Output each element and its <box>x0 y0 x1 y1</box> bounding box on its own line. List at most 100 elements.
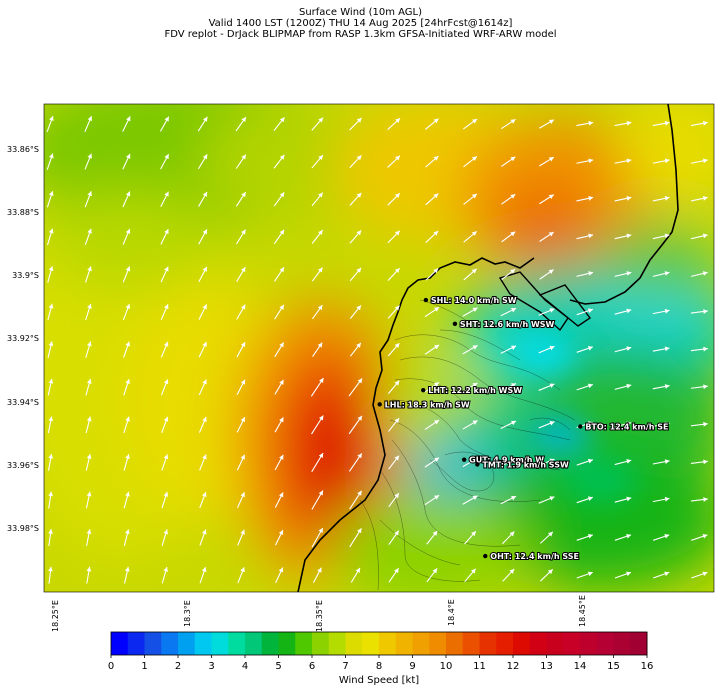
wind-vector-arrowhead <box>588 120 594 126</box>
colorbar-swatch <box>596 632 614 655</box>
wind-vector-arrowhead <box>279 379 284 385</box>
wind-vector-arrowhead <box>240 454 245 460</box>
wind-vector-arrowhead <box>357 415 362 421</box>
lat-tick-label: 33.94°S <box>7 398 39 407</box>
wind-vector-arrowhead <box>86 454 92 459</box>
wind-vector-arrowhead <box>202 492 207 498</box>
wind-vector-arrowhead <box>588 271 594 276</box>
wind-vector-arrowhead <box>202 116 208 122</box>
wind-vector-arrowhead <box>164 191 169 197</box>
wind-vector-arrowhead <box>48 454 54 459</box>
wind-vector-arrowhead <box>471 568 476 574</box>
wind-vector-arrowhead <box>509 569 515 574</box>
wind-vector-arrowhead <box>86 491 92 497</box>
wind-vector-arrowhead <box>240 492 245 498</box>
wind-vector-arrowhead <box>664 534 670 539</box>
wind-vector-arrowhead <box>587 534 593 539</box>
wind-vector-arrowhead <box>163 529 169 535</box>
wind-vector-arrowhead <box>125 454 130 460</box>
wind-vector-arrowhead <box>125 341 131 347</box>
station-marker <box>578 424 583 429</box>
colorbar-swatch <box>144 632 162 655</box>
wind-vector-arrowhead <box>510 231 516 237</box>
wind-vector-arrowhead <box>241 192 246 198</box>
colorbar-swatch <box>479 632 497 655</box>
wind-vector-field <box>46 115 708 584</box>
colorbar-tick-label: 2 <box>174 661 182 672</box>
station-label: SHT: 12.6 km/h WSW <box>460 320 555 329</box>
wind-vector-arrowhead <box>472 420 478 425</box>
wind-vector-arrowhead <box>279 454 284 460</box>
wind-vector-arrowhead <box>702 571 708 577</box>
colorbar-swatch <box>513 632 531 655</box>
wind-vector-arrowhead <box>356 267 362 273</box>
wind-vector-arrowhead <box>588 233 594 239</box>
colorbar-swatch <box>178 632 196 655</box>
wind-vector-arrowhead <box>125 191 131 197</box>
east-coastline <box>569 104 679 305</box>
wind-vector-arrowhead <box>125 228 131 234</box>
wind-vector-arrowhead <box>318 192 323 198</box>
wind-vector-arrowhead <box>548 157 554 162</box>
station-label: TMT: 1.9 km/h SSW <box>482 460 569 469</box>
wind-vector-arrowhead <box>318 527 323 533</box>
wind-vector-arrowhead <box>163 567 169 572</box>
wind-vector-arrowhead <box>394 380 400 386</box>
wind-vector-arrowhead <box>548 232 554 237</box>
wind-vector-arrowhead <box>279 267 284 273</box>
colorbar-swatch <box>161 632 179 655</box>
station-label: BTO: 12.4 km/h SE <box>585 423 668 432</box>
wind-vector-arrowhead <box>164 266 169 272</box>
colorbar-tick-label: 16 <box>640 661 654 672</box>
wind-vector-arrowhead <box>202 266 207 272</box>
station-marker <box>377 402 382 407</box>
colorbar-swatch <box>278 632 296 655</box>
wind-vector-arrowhead <box>626 383 632 389</box>
wind-vector-arrowhead <box>587 421 593 426</box>
wind-vector-arrowhead <box>48 566 53 572</box>
wind-vector-arrowhead <box>472 458 478 463</box>
wind-vector-arrowhead <box>278 567 284 573</box>
wind-vector-arrowhead <box>471 193 477 199</box>
wind-vector-arrowhead <box>317 267 323 273</box>
wind-vector-arrowhead <box>318 117 324 123</box>
wind-vector-arrowhead <box>703 309 708 314</box>
wind-vector-arrowhead <box>357 453 362 459</box>
wind-vector-arrowhead <box>394 268 400 274</box>
wind-vector-arrowhead <box>240 529 245 535</box>
wind-vector-arrowhead <box>549 496 555 501</box>
wind-vector-arrowhead <box>164 116 169 122</box>
lon-tick-label: 18.25°E <box>51 600 60 632</box>
wind-vector-arrowhead <box>125 529 130 535</box>
colorbar-tick-label: 5 <box>275 661 282 672</box>
wind-vector-arrowhead <box>664 308 670 314</box>
wind-vector-arrowhead <box>318 415 324 421</box>
colorbar-tick-label: 9 <box>409 661 416 672</box>
wind-vector-arrowhead <box>395 118 401 123</box>
wind-vector-arrowhead <box>163 416 169 422</box>
wind-vector-arrowhead <box>201 529 207 535</box>
wind-vector-arrowhead <box>87 266 92 272</box>
wind-vector-arrowhead <box>394 530 399 536</box>
wind-vector-arrowhead <box>125 304 131 309</box>
wind-vector-arrowhead <box>125 153 131 159</box>
wind-vector-arrowhead <box>472 156 477 162</box>
colorbar-tick-label: 10 <box>439 661 453 672</box>
wind-vector-arrowhead <box>355 567 360 573</box>
wind-vector-arrowhead <box>510 156 516 162</box>
wind-vector-arrowhead <box>279 117 285 123</box>
wind-vector-arrowhead <box>472 307 478 313</box>
wind-vector-arrowhead <box>664 421 670 427</box>
wind-vector-arrowhead <box>202 191 208 197</box>
wind-vector-arrowhead <box>702 271 708 276</box>
wind-vector-arrowhead <box>125 266 131 272</box>
wind-vector-arrowhead <box>318 230 323 236</box>
wind-vector-arrowhead <box>626 421 632 427</box>
wind-vector-arrowhead <box>124 566 130 572</box>
wind-vector-arrowhead <box>48 303 54 309</box>
wind-vector-arrowhead <box>279 229 285 235</box>
wind-vector-arrowhead <box>433 231 439 236</box>
wind-vector-arrowhead <box>163 379 169 385</box>
wind-vector-arrowhead <box>48 416 54 422</box>
wind-vector-arrowhead <box>202 454 207 460</box>
